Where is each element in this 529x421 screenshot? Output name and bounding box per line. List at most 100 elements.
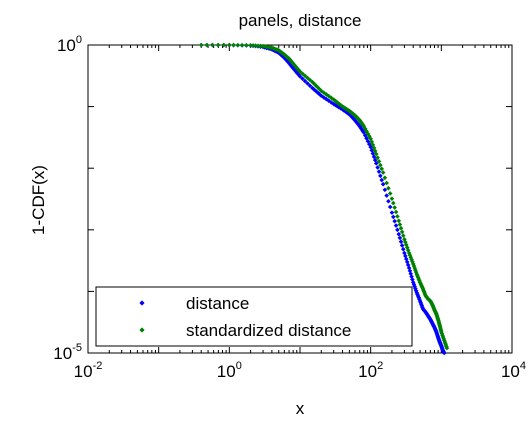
data-point [407,268,413,274]
data-point [410,259,415,264]
data-point [391,200,396,206]
plot-area: 10-2 100 102 104 10-5 100 distance standardized… [53,34,526,381]
data-point [397,222,403,227]
data-point [321,95,327,100]
data-point [253,43,258,48]
data-point [444,345,450,351]
data-point [372,148,378,154]
data-point [365,138,371,144]
data-point [255,43,261,49]
x-tick-label: 10-2 [74,360,103,381]
data-point [411,282,417,287]
x-tick-label: 104 [501,360,526,381]
data-point [307,77,313,83]
legend-marker [139,327,145,333]
data-point [387,204,393,210]
data-point [386,198,391,204]
data-point [371,154,377,160]
data-point [302,73,308,79]
data-point [204,42,210,48]
data-point [369,139,375,145]
data-point [368,136,373,142]
data-point [380,170,386,175]
data-point [373,151,379,157]
data-point [313,83,319,88]
data-point [302,78,308,84]
data-point [373,161,379,166]
data-point [315,90,321,95]
data-point [403,253,408,259]
data-point [378,162,383,168]
data-point [342,109,348,114]
data-point [410,280,416,285]
data-point [364,136,369,141]
data-point [389,196,395,201]
data-point [333,102,338,108]
data-point [396,218,402,224]
data-point [369,148,375,153]
data-point [393,209,399,215]
data-point [198,42,204,48]
legend-marker [139,300,145,306]
data-point [315,85,321,90]
data-point [407,252,413,258]
data-point [258,43,263,49]
data-point [379,177,385,183]
data-point [333,98,338,104]
data-point [313,88,319,94]
data-point [406,265,412,271]
data-point [398,239,404,244]
data-point [370,151,376,156]
data-point [402,237,407,242]
data-point [376,159,382,164]
data-point [412,265,417,271]
data-point [399,229,405,235]
data-point [410,277,415,282]
data-point [370,142,376,148]
x-axis-label: x [296,399,305,418]
legend-box [95,286,413,347]
data-point [395,227,400,233]
data-point [348,113,353,118]
data-point [231,42,236,48]
data-point [392,218,397,224]
data-point [376,169,382,174]
data-point [341,108,347,113]
data-point [441,350,447,356]
legend-label: standardized distance [186,321,351,340]
data-point [235,42,241,48]
data-point [387,191,393,196]
data-point [350,115,356,121]
data-point [307,83,313,89]
data-point [406,250,412,256]
data-point [392,205,397,210]
data-point [389,210,395,215]
data-point [375,165,380,170]
data-point [380,181,386,187]
x-tick-label: 100 [217,360,242,381]
data-point [382,187,388,193]
x-tick-label: 102 [358,360,383,381]
data-point [248,42,253,48]
data-point [250,43,256,48]
data-point [366,133,372,139]
data-point [411,263,417,269]
data-point [375,155,380,161]
data-point [404,259,410,265]
data-point [382,175,388,181]
data-point [398,225,404,231]
data-point [239,42,245,48]
data-point [378,173,383,179]
data-point [326,98,332,104]
legend-label: distance [186,294,249,313]
data-point [384,180,389,186]
data-point [413,288,419,293]
data-point [340,107,345,112]
data-point [215,42,221,48]
data-point [227,42,232,48]
series-1 [198,42,450,351]
data-point [366,141,372,147]
data-point [397,235,403,241]
data-point [368,144,373,150]
